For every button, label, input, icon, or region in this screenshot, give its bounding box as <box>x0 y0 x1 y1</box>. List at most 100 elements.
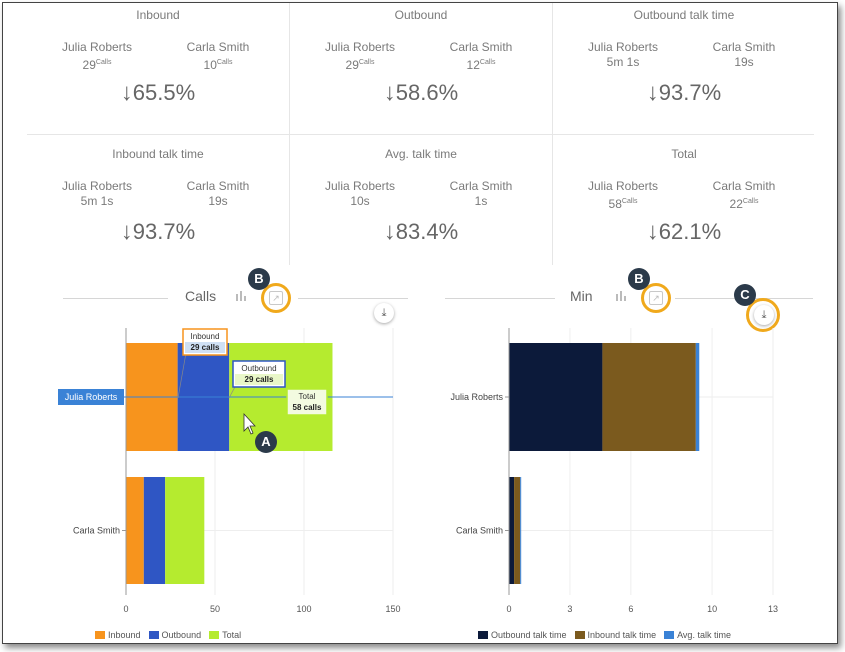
x-tick-label: 150 <box>385 604 400 614</box>
agent-name: Carla Smith <box>449 40 513 54</box>
stat-card: Inbound talk time Julia Roberts 5m 1s Ca… <box>27 142 289 273</box>
bar-segment[interactable] <box>165 477 205 584</box>
agent-value: 12 <box>466 58 480 72</box>
tooltip-value-bg <box>235 374 283 385</box>
bar-segment[interactable] <box>509 477 515 584</box>
stat-agent-1: Julia Roberts 5m 1s <box>563 40 683 70</box>
stat-agent-2: Carla Smith 1s <box>421 179 541 209</box>
category-label: Carla Smith <box>456 526 503 536</box>
agent-value: 19s <box>734 55 754 69</box>
bar-segment[interactable] <box>509 343 603 451</box>
agent-name: Julia Roberts <box>61 40 133 54</box>
agent-value: 5m 1s <box>606 55 640 69</box>
x-tick-label: 10 <box>707 604 717 614</box>
bar-segment[interactable] <box>602 343 696 451</box>
x-tick-label: 0 <box>506 604 511 614</box>
x-tick-label: 100 <box>296 604 311 614</box>
stat-title: Avg. talk time <box>385 147 457 161</box>
agent-name: Julia Roberts <box>61 179 133 193</box>
legend-label: Outbound talk time <box>491 630 567 640</box>
change-value: 83.4% <box>395 219 459 244</box>
callout-c: C <box>734 284 756 306</box>
stat-agent-2: Carla Smith 12Calls <box>421 40 541 73</box>
stat-agent-2: Carla Smith 19s <box>684 40 804 70</box>
stat-agent-2: Carla Smith 10Calls <box>158 40 278 73</box>
tooltip-value: 29 calls <box>245 375 274 384</box>
calls-legend: Inbound Outbound Total <box>95 630 241 640</box>
agent-name: Carla Smith <box>449 179 513 193</box>
report-window: Inbound Julia Roberts 29 Calls Carla Smit… <box>2 2 838 644</box>
legend-swatch <box>148 631 159 639</box>
tooltip-label: Inbound <box>191 332 220 341</box>
tooltip-label: Outbound <box>241 364 276 373</box>
legend-item[interactable]: Avg. talk time <box>664 630 731 640</box>
arrow-down-icon: ↓ <box>646 79 659 106</box>
legend-swatch <box>95 631 105 639</box>
agent-value: 29 <box>345 58 359 72</box>
legend-item[interactable]: Outbound <box>148 630 202 640</box>
tooltip-value: 29 calls <box>191 343 220 352</box>
category-label: Julia Roberts <box>450 392 503 402</box>
stat-title: Outbound talk time <box>633 8 735 22</box>
min-chart: 0 3 6 10 13 Julia Roberts Carla Smith <box>450 328 778 614</box>
stat-agent-1: Julia Roberts 10s <box>300 179 420 209</box>
tooltip-pointer <box>177 352 187 399</box>
x-tick-label: 0 <box>123 604 128 614</box>
download-button-min[interactable]: ⤓ <box>754 305 774 325</box>
stat-title: Total <box>671 147 697 161</box>
change-percent: ↓93.7% <box>553 79 815 107</box>
stat-card: Avg. talk time Julia Roberts 10s Carla S… <box>290 142 552 273</box>
calls-header-line-right <box>298 298 408 299</box>
stat-agent-1: Julia Roberts 5m 1s <box>37 179 157 209</box>
change-percent: ↓58.6% <box>290 79 552 107</box>
stat-title: Outbound <box>394 8 448 22</box>
bar-segment[interactable] <box>520 477 522 584</box>
stat-unit: Calls <box>479 59 496 66</box>
callout-b-min: B <box>628 268 650 290</box>
crosshair-label-bg <box>58 389 124 405</box>
legend-item[interactable]: Outbound talk time <box>478 630 567 640</box>
tooltip-value-bg <box>289 402 325 413</box>
expand-icon[interactable]: ↗ <box>269 291 283 305</box>
legend-item[interactable]: Total <box>209 630 241 640</box>
legend-item[interactable]: Inbound talk time <box>574 630 656 640</box>
change-value: 93.7% <box>658 80 722 105</box>
agent-name: Carla Smith <box>712 179 776 193</box>
change-value: 93.7% <box>132 219 196 244</box>
change-value: 65.5% <box>132 80 196 105</box>
stat-title: Inbound <box>136 8 180 22</box>
legend-label: Outbound <box>161 630 202 640</box>
bar-segment[interactable] <box>695 343 700 451</box>
bar-chart-icon[interactable] <box>235 290 247 302</box>
agent-value: 1s <box>474 194 488 208</box>
callout-b-calls: B <box>248 268 270 290</box>
agent-name: Julia Roberts <box>587 179 659 193</box>
bar-chart-icon[interactable] <box>615 290 627 302</box>
change-value: 62.1% <box>658 219 722 244</box>
change-percent: ↓83.4% <box>290 218 552 246</box>
min-legend: Outbound talk time Inbound talk time Avg. … <box>478 630 731 640</box>
x-tick-label: 6 <box>628 604 633 614</box>
bar-segment[interactable] <box>514 477 521 584</box>
legend-item[interactable]: Inbound <box>95 630 141 640</box>
arrow-down-icon: ↓ <box>383 79 396 106</box>
agent-value: 29 <box>82 58 96 72</box>
stat-card: Inbound Julia Roberts 29Calls Carla Smit… <box>27 3 289 134</box>
agent-value: 58 <box>608 197 622 211</box>
agent-name: Carla Smith <box>186 179 250 193</box>
callout-a: A <box>255 431 277 453</box>
stat-unit: Calls <box>621 198 638 205</box>
bar-segment[interactable] <box>143 477 166 584</box>
download-button-calls[interactable]: ⤓ <box>374 303 394 323</box>
bar-segment[interactable] <box>126 477 144 584</box>
change-percent: ↓62.1% <box>553 218 815 246</box>
stat-title: Inbound talk time <box>112 147 204 161</box>
calls-chart-title: Calls <box>185 288 217 304</box>
legend-label: Total <box>222 630 242 640</box>
agent-name: Carla Smith <box>186 40 250 54</box>
min-chart-title: Min <box>570 288 593 304</box>
expand-icon[interactable]: ↗ <box>649 291 663 305</box>
stat-agent-1: Julia Roberts 58Calls <box>563 179 683 212</box>
tooltip-value-bg <box>185 342 225 353</box>
